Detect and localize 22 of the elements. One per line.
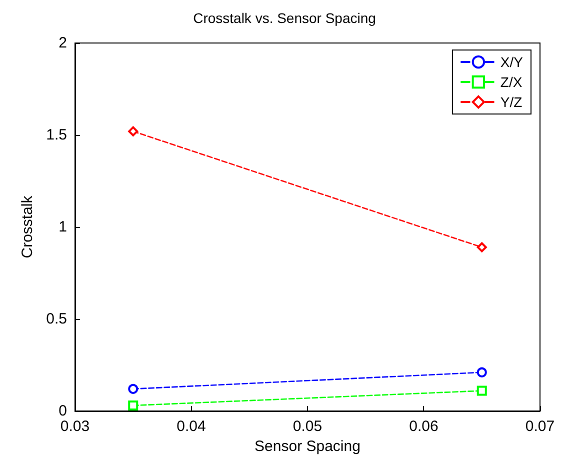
chart-title: Crosstalk vs. Sensor Spacing	[193, 10, 376, 26]
point	[128, 384, 138, 394]
point	[476, 386, 487, 396]
y-tick-label: 0.5	[46, 310, 67, 328]
point	[476, 367, 487, 378]
legend-label: X/Y	[500, 54, 524, 70]
y-axis-title: Crosstalk	[19, 195, 36, 258]
x-tick-label: 0.06	[409, 418, 438, 435]
y-tick-label: 1.5	[46, 126, 67, 144]
point	[128, 126, 138, 136]
x-tick-label: 0.04	[176, 418, 206, 435]
y-tick-label: 0	[58, 402, 67, 420]
point	[128, 400, 138, 410]
y-tick-label: 1	[58, 218, 67, 236]
legend-label: Y/Z	[500, 94, 523, 110]
x-axis-title: Sensor Spacing	[254, 438, 360, 455]
x-tick-label: 0.05	[292, 418, 322, 435]
x-tick-label: 0.03	[60, 418, 90, 435]
point	[476, 242, 487, 252]
y-tick-label: 2	[58, 34, 67, 52]
x-tick-label: 0.07	[525, 418, 555, 435]
legend-label: Z/X	[500, 74, 523, 90]
